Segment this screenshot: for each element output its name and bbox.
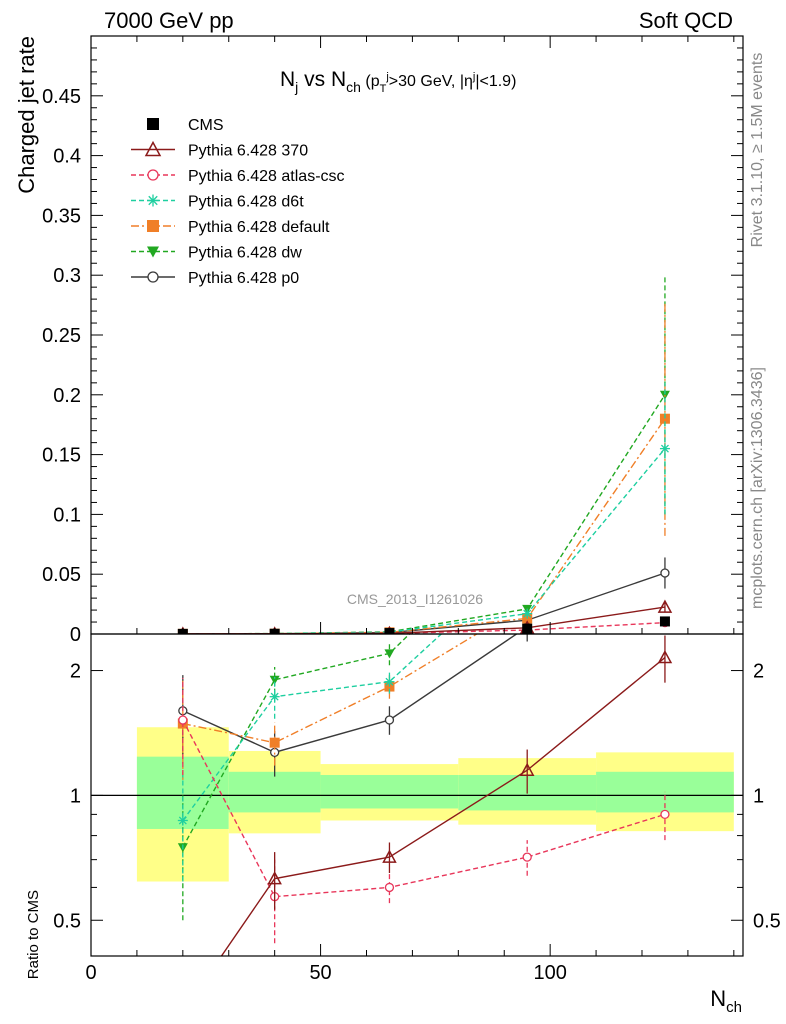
data-point: [659, 413, 670, 424]
legend-marker: [147, 169, 159, 181]
legend-label: Pythia 6.428 p0: [188, 270, 299, 287]
header-right-label: Soft QCD: [639, 8, 733, 33]
legend-entry: Pythia 6.428 d6t: [131, 194, 304, 211]
x-tick-label: 100: [533, 962, 566, 984]
ratio-point: [660, 809, 670, 820]
ratio-tick-label: 0.5: [53, 910, 81, 932]
ratio-point: [177, 815, 188, 826]
series-pythia-6-428-dw: [177, 275, 670, 634]
legend-entry: Pythia 6.428 370: [131, 140, 308, 160]
legend-label: Pythia 6.428 dw: [188, 245, 302, 262]
legend-marker: [147, 118, 159, 130]
data-point: [659, 443, 670, 454]
legend-label: Pythia 6.428 atlas-csc: [188, 168, 345, 185]
ratio-point: [382, 849, 397, 863]
y-tick-label: 0.35: [42, 205, 81, 227]
ratio-point: [522, 852, 532, 862]
ratio-point: [177, 1006, 189, 1017]
ratio-tick-label-right: 1: [753, 785, 764, 807]
legend-marker: [147, 194, 159, 207]
legend-label: Pythia 6.428 370: [188, 143, 308, 160]
y-tick-label: 0.4: [53, 146, 81, 168]
y-tick-label: 0.3: [53, 265, 81, 287]
ratio-series-pythia-6-428-p0: [178, 634, 528, 777]
ratio-series-pythia-6-428-default: [177, 634, 479, 780]
ratio-tick-label: 1: [70, 785, 81, 807]
ratio-point: [384, 715, 395, 725]
legend-label: Pythia 6.428 d6t: [188, 194, 304, 211]
y-tick-label: 0: [70, 624, 81, 646]
analysis-tag: CMS_2013_I1261026: [347, 591, 483, 607]
y-tick-label: 0.15: [42, 445, 81, 467]
header-left-label: 7000 GeV pp: [104, 8, 234, 33]
ratio-point: [384, 676, 395, 687]
legend-entry: Pythia 6.428 p0: [131, 270, 299, 287]
legend-entry: Pythia 6.428 default: [131, 219, 330, 236]
ratio-point: [269, 675, 280, 685]
legend-label: Pythia 6.428 default: [188, 219, 330, 236]
ratio-point: [267, 871, 282, 885]
x-tick-label: 0: [85, 962, 96, 984]
ratio-series-pythia-6-428-370: [177, 635, 673, 1017]
legend-marker: [144, 140, 162, 157]
ratio-point: [384, 649, 395, 659]
ratio-axis-label: Ratio to CMS: [25, 890, 42, 979]
ratio-point: [384, 882, 395, 893]
legend-entry: CMS: [147, 117, 224, 134]
data-point: [384, 628, 395, 634]
band-inner: [320, 774, 459, 809]
ratio-line: [220, 656, 666, 956]
ratio-uncertainty-bands: [91, 727, 743, 882]
ratio-point: [178, 715, 188, 725]
data-point: [522, 608, 533, 619]
data-point: [659, 616, 670, 627]
legend-label: CMS: [188, 117, 224, 134]
legend-entry: Pythia 6.428 dw: [131, 245, 302, 262]
data-point: [522, 623, 533, 634]
y-tick-label: 0.1: [53, 504, 81, 526]
source-label: mcplots.cern.ch [arXiv:1306.3436]: [749, 367, 766, 609]
y-tick-label: 0.2: [53, 385, 81, 407]
ratio-tick-label-right: 0.5: [753, 910, 781, 932]
ratio-point: [657, 649, 673, 664]
legend: CMS Pythia 6.428 370 Pythia 6.428 atlas-cs…: [131, 117, 345, 287]
series-line: [182, 448, 666, 634]
chart-title: Nj vs Nch (pTj>30 GeV, |ηj|<1.9): [280, 68, 516, 95]
y-tick-label: 0.05: [42, 564, 81, 586]
y-tick-label: 0.25: [42, 325, 81, 347]
data-point: [660, 568, 670, 578]
legend-marker: [147, 271, 159, 283]
ratio-series-pythia-6-428-d6t: [177, 550, 532, 882]
legend-marker: [147, 246, 159, 258]
ratio-series-layer: [177, 261, 673, 1017]
x-axis-label: Nch: [710, 986, 742, 1016]
band-inner: [228, 771, 321, 813]
legend-entry: Pythia 6.428 atlas-csc: [131, 168, 345, 185]
ratio-point: [519, 762, 535, 776]
ratio-point: [522, 550, 532, 560]
rivet-label: Rivet 3.1.10, ≥ 1.5M events: [749, 53, 766, 248]
ratio-tick-label-right: 2: [753, 661, 764, 683]
main-series-layer: [177, 275, 673, 634]
series-pythia-6-428-default: [177, 301, 670, 634]
ratio-point: [522, 517, 532, 526]
y-axis-label: Charged jet rate: [14, 36, 39, 194]
axis-ticks: 0 50 100 0 0.05 0.1 0.15 0.2 0.25 0.3 0.35 0.4 0.45 0…: [42, 36, 781, 984]
data-point: [657, 599, 673, 613]
legend-marker: [147, 220, 159, 232]
x-tick-label: 50: [309, 962, 331, 984]
ratio-line: [182, 634, 479, 744]
y-tick-label: 0.45: [42, 86, 81, 108]
ratio-tick-label: 2: [70, 661, 81, 683]
ratio-point: [660, 261, 670, 270]
ratio-point: [269, 737, 280, 748]
ratio-point: [269, 691, 280, 702]
